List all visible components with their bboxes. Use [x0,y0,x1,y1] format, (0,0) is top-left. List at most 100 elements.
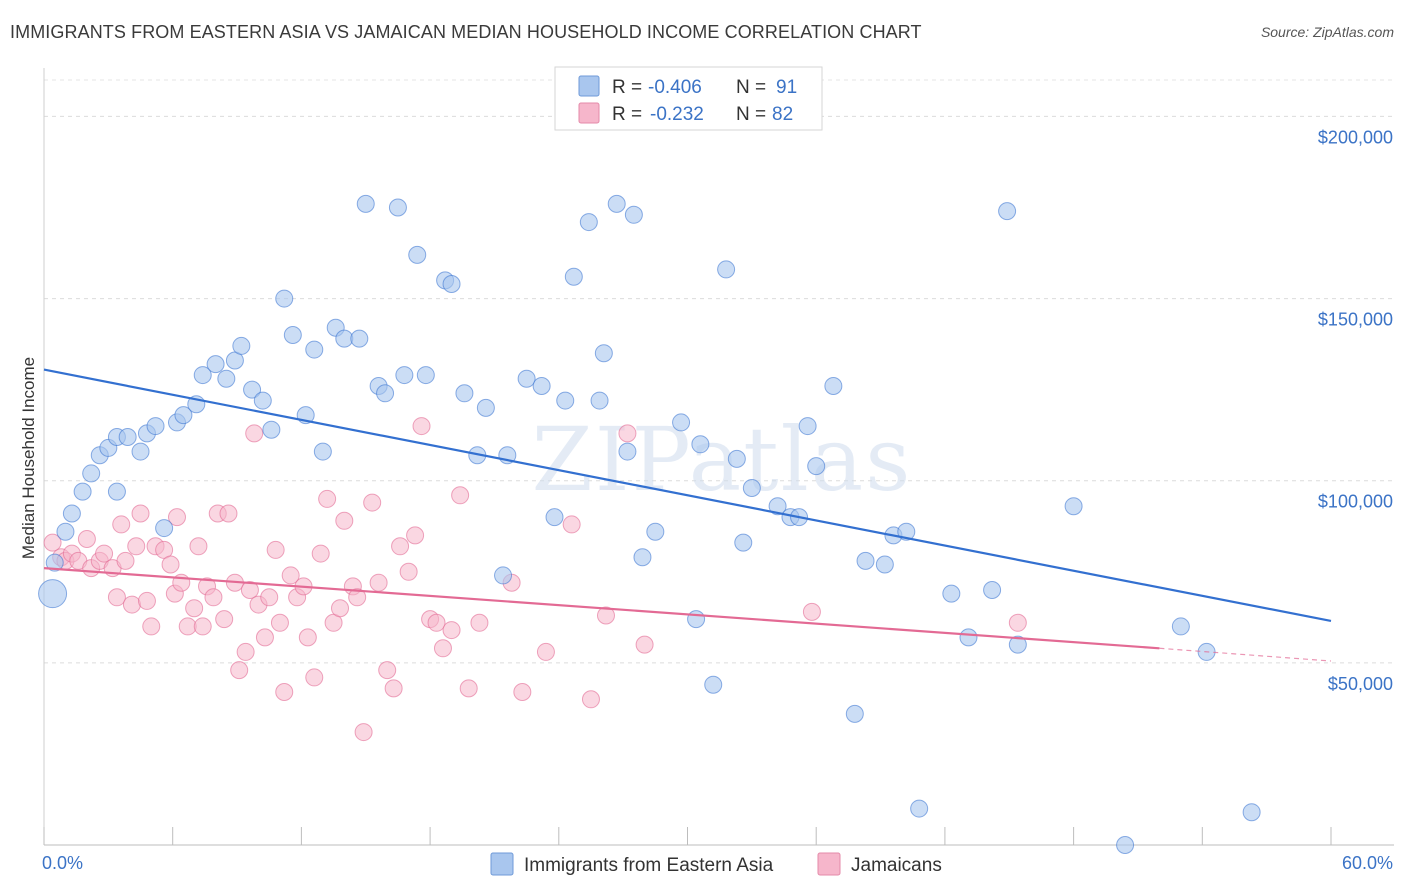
bottom-legend-label-blue: Immigrants from Eastern Asia [524,855,774,876]
eastern-asia-point [910,799,929,818]
jamaicans-point [127,537,146,556]
bottom-legend-label-pink: Jamaicans [851,855,942,876]
jamaicans-point [230,661,249,680]
jamaicans-point [427,613,446,632]
jamaicans-point [298,628,317,647]
jamaicans-point [596,606,615,625]
eastern-asia-point [1064,497,1083,516]
jamaicans-point [112,515,131,534]
eastern-asia-point [206,355,225,374]
eastern-asia-point [82,464,101,483]
eastern-asia-point [875,555,894,574]
eastern-asia-point [691,435,710,454]
jamaicans-trend-extension [1159,647,1332,662]
eastern-asia-point [62,504,81,523]
eastern-asia-point [607,194,626,213]
eastern-asia-point [579,213,598,232]
jamaicans-point [275,683,294,701]
eastern-asia-point [734,533,753,552]
jamaicans-point [331,599,350,618]
eastern-asia-point [727,449,746,468]
jamaicans-point [77,530,96,548]
chart-source: Source: ZipAtlas.com [1260,24,1394,40]
jamaicans-point [363,493,382,512]
trend-lines [43,368,1332,662]
jamaicans-point [219,504,238,523]
eastern-asia-point [517,369,536,388]
jamaicans-point [266,540,285,559]
eastern-asia-point [350,329,369,348]
eastern-asia-point [174,406,193,425]
eastern-asia-point [335,329,354,348]
stats-legend: R = -0.406 N = 91 R = -0.232 N = 82 [554,66,823,131]
eastern-asia-point [998,202,1017,221]
jamaicans-point [204,588,223,607]
jamaicans-point [412,417,431,436]
series-legend: Immigrants from Eastern Asia Jamaicans [490,852,942,876]
y-tick-label: $200,000 [1318,127,1393,147]
eastern-asia-point [983,581,1002,599]
eastern-asia-point [131,442,150,461]
eastern-asia-points [38,194,1261,854]
jamaicans-point [399,562,418,581]
jamaicans-point [378,661,397,680]
eastern-asia-point [217,369,236,388]
jamaicans-point [95,544,114,563]
x-tick-label-max: 60.0% [1342,853,1393,873]
y-axis-label: Median Household Income [19,357,38,559]
bottom-legend-swatch-blue [490,852,514,876]
legend-r-label-blue: R = [612,77,642,98]
eastern-asia-point [717,260,736,279]
y-tick-labels: $50,000 $100,000 $150,000 $200,000 [1318,127,1393,693]
jamaicans-point [131,504,150,523]
eastern-asia-point [768,497,787,516]
eastern-asia-point [594,344,613,363]
legend-r-label-pink: R = [612,104,642,125]
y-tick-label: $100,000 [1318,492,1393,512]
jamaicans-point [193,617,212,636]
legend-swatch-pink [578,102,600,124]
jamaicans-point [281,566,300,585]
jamaicans-point [442,621,461,640]
eastern-asia-point [798,417,817,436]
eastern-asia-point [704,675,723,694]
eastern-asia-point [942,584,961,603]
x-tick-labels: 0.0% 60.0% [42,853,1393,873]
bottom-legend-swatch-pink [817,852,841,876]
jamaicans-point [116,551,135,570]
jamaicans-point [189,537,208,556]
eastern-asia-point [376,384,395,403]
eastern-asia-point [146,417,165,436]
eastern-asia-point [897,522,916,541]
eastern-asia-point [442,275,461,293]
eastern-asia-point [232,336,251,355]
eastern-asia-point [532,377,551,395]
eastern-asia-point [193,366,212,385]
eastern-asia-point [646,522,665,541]
eastern-asia-point [313,442,332,461]
jamaicans-point [459,679,478,698]
y-tick-label: $50,000 [1328,674,1393,694]
jamaicans-point [178,617,197,636]
eastern-asia-point [45,553,64,572]
eastern-asia-point [408,245,427,264]
jamaicans-point [305,668,324,687]
eastern-asia-point [742,479,761,497]
eastern-asia-point [476,398,495,417]
eastern-asia-point [633,548,652,567]
jamaicans-point [215,610,234,629]
eastern-asia-point [824,377,843,395]
eastern-asia-point [56,522,75,541]
jamaicans-point [369,573,388,592]
eastern-asia-point [590,391,609,410]
y-tick-label: $150,000 [1318,310,1393,330]
jamaicans-point [384,679,403,698]
grid-lines [44,79,1394,664]
eastern-asia-point [243,380,262,399]
eastern-asia-point [1008,635,1027,654]
eastern-asia-point [1116,836,1135,854]
eastern-asia-point [155,519,174,538]
eastern-asia-point [1171,617,1190,636]
jamaicans-point [43,533,62,552]
